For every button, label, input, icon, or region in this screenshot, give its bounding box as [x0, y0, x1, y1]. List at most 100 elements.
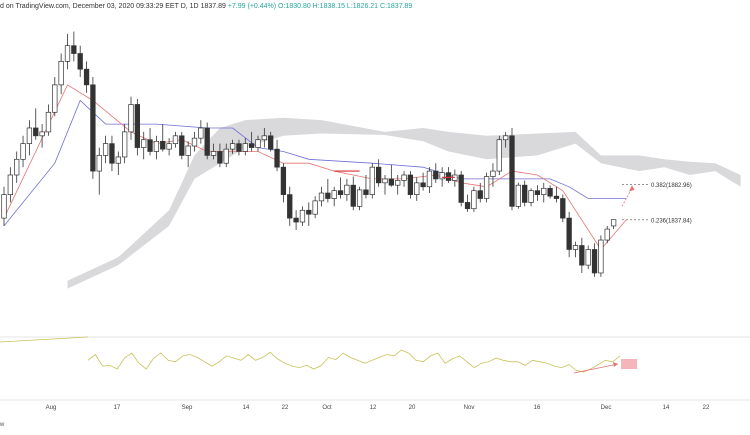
candle-body — [325, 192, 331, 199]
x-tick-label-0: Aug — [46, 405, 57, 411]
candle-94 — [598, 235, 604, 277]
candle-47 — [299, 206, 306, 226]
candle-body — [83, 68, 90, 86]
candle-body — [496, 139, 502, 172]
candle-80 — [509, 127, 515, 211]
candle-32 — [204, 122, 210, 160]
x-tick-label-6: 12 — [370, 405, 377, 411]
oscillator-highlight — [621, 359, 637, 369]
candle-body — [45, 111, 52, 133]
candle-body — [96, 155, 102, 172]
candle-body — [337, 190, 344, 195]
candle-body — [58, 61, 64, 86]
candle-body — [147, 139, 153, 152]
candle-85 — [541, 182, 547, 203]
candle-2 — [14, 151, 20, 183]
candle-61 — [388, 164, 394, 187]
candle-11 — [71, 31, 77, 62]
candle-3 — [20, 135, 26, 168]
candle-57 — [363, 175, 369, 199]
candle-39 — [249, 131, 255, 152]
candle-body — [160, 140, 166, 150]
candle-body — [350, 184, 356, 207]
candle-body — [134, 104, 141, 148]
candle-13 — [83, 61, 90, 93]
candle-56 — [356, 186, 363, 211]
candle-23 — [147, 127, 153, 156]
candle-34 — [217, 143, 223, 168]
candle-64 — [407, 171, 414, 199]
candle-body — [344, 184, 350, 195]
candle-54 — [344, 178, 350, 201]
candle-20 — [128, 96, 134, 140]
candle-55 — [350, 176, 356, 211]
candle-body — [566, 217, 572, 250]
candle-49 — [312, 196, 318, 219]
candle-76 — [483, 172, 490, 203]
fib-levels: 0.382(1882.96) 0.236(1837.84) — [621, 183, 692, 224]
candle-body — [522, 184, 528, 203]
candle-body — [331, 190, 337, 199]
candle-36 — [229, 139, 236, 154]
candle-89 — [566, 211, 572, 258]
candle-10 — [64, 33, 71, 70]
candle-body — [299, 209, 306, 223]
candle-38 — [242, 138, 248, 156]
candle-body — [52, 84, 58, 113]
candle-8 — [52, 77, 58, 117]
candle-body — [128, 104, 134, 133]
candle-87 — [553, 186, 560, 203]
candle-77 — [490, 163, 496, 187]
x-tick-label-11: 14 — [663, 405, 670, 411]
candle-79 — [503, 131, 509, 148]
candle-body — [547, 187, 553, 197]
candle-body — [318, 192, 325, 202]
x-tick-label-1: 17 — [114, 405, 121, 411]
candle-body — [483, 176, 490, 199]
candle-body — [223, 148, 229, 164]
candle-body — [7, 174, 14, 195]
candle-65 — [414, 177, 420, 201]
x-tick-label-10: Dec — [601, 405, 612, 411]
candle-body — [287, 194, 293, 219]
candle-body — [388, 178, 394, 186]
candle-body — [414, 182, 420, 195]
fib-label-0: 0.382(1882.96) — [651, 183, 692, 189]
candle-33 — [210, 143, 217, 160]
candle-29 — [185, 141, 191, 168]
candle-91 — [579, 237, 585, 273]
candle-body — [204, 127, 210, 156]
candle-body — [382, 178, 388, 184]
candle-42 — [268, 131, 274, 152]
candle-body — [261, 135, 267, 141]
oscillator-lead — [0, 336, 89, 343]
x-tick-label-8: Nov — [464, 405, 475, 411]
candle-25 — [160, 124, 166, 152]
candle-body — [141, 139, 147, 148]
candle-26 — [166, 138, 172, 156]
candle-body — [407, 174, 414, 195]
candle-5 — [33, 108, 39, 140]
candle-body — [534, 190, 541, 195]
candle-62 — [395, 175, 401, 195]
candle-81 — [515, 182, 521, 209]
candle-body — [395, 180, 401, 186]
footer: w — [0, 422, 5, 428]
candle-58 — [369, 163, 375, 199]
candle-70 — [445, 167, 452, 183]
candle-35 — [223, 143, 229, 168]
x-tick-label-4: 22 — [282, 405, 289, 411]
candle-12 — [77, 45, 83, 78]
candle-body — [14, 158, 20, 176]
x-tick-label-9: 16 — [534, 405, 541, 411]
candle-83 — [528, 188, 534, 207]
candle-body — [553, 195, 560, 199]
oscillator-line — [87, 349, 621, 373]
header-last: 1837.89 — [200, 3, 226, 10]
candle-body — [191, 137, 198, 147]
candle-52 — [331, 186, 337, 207]
candle-71 — [452, 169, 458, 187]
candle-86 — [547, 185, 553, 199]
candle-9 — [58, 53, 64, 95]
